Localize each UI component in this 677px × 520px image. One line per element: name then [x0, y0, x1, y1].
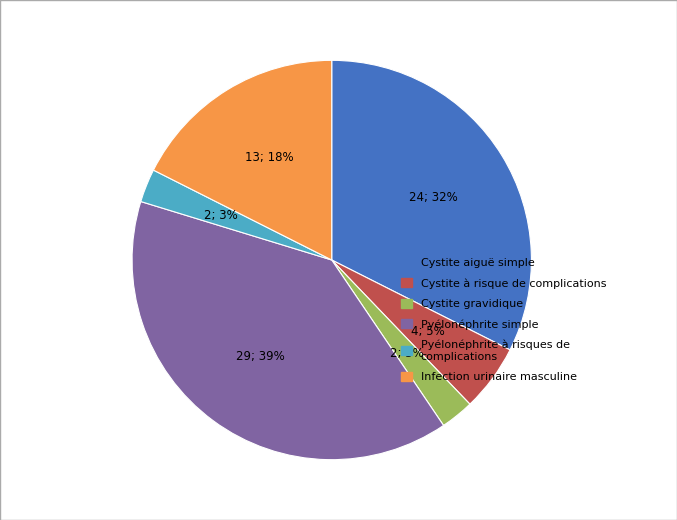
- Text: 2; 3%: 2; 3%: [390, 347, 424, 360]
- Wedge shape: [332, 260, 510, 404]
- Wedge shape: [154, 60, 332, 260]
- Wedge shape: [332, 260, 470, 425]
- Text: 4; 5%: 4; 5%: [411, 325, 445, 338]
- Wedge shape: [332, 60, 531, 350]
- Text: 29; 39%: 29; 39%: [236, 350, 285, 363]
- Text: 24; 32%: 24; 32%: [410, 191, 458, 204]
- Text: 13; 18%: 13; 18%: [244, 151, 293, 164]
- Wedge shape: [141, 170, 332, 260]
- Text: 2; 3%: 2; 3%: [204, 209, 238, 222]
- Wedge shape: [132, 202, 443, 460]
- Legend: Cystite aiguë simple, Cystite à risque de complications, Cystite gravidique, Pyé: Cystite aiguë simple, Cystite à risque d…: [397, 254, 609, 385]
